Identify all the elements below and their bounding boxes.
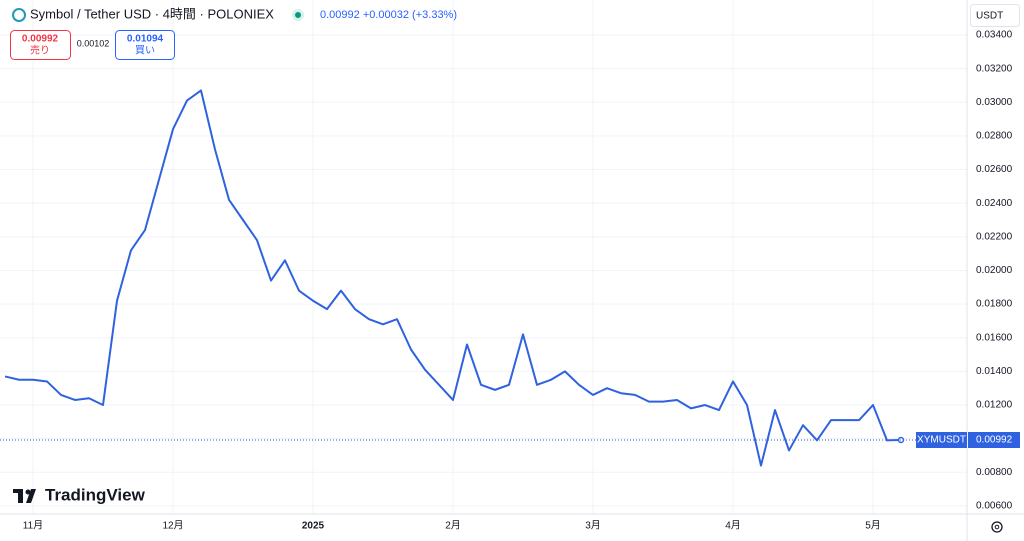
x-tick-label: 3月 [585, 520, 601, 532]
sell-button[interactable] [10, 30, 71, 60]
symbol-title[interactable]: Symbol / Tether USD · 4時間 · POLONIEX [30, 6, 274, 21]
symbol-icon [12, 8, 26, 22]
labels: 0.006000.008000.010000.012000.014000.016… [23, 30, 1020, 532]
logo-shape [25, 489, 31, 495]
x-tick-label: 11月 [23, 520, 43, 532]
x-tick-label: 5月 [865, 520, 881, 532]
y-tick-label: 0.02800 [976, 131, 1013, 142]
series-name-box [916, 431, 967, 448]
y-tick-label: 0.01200 [976, 400, 1013, 411]
y-tick-label: 0.00800 [976, 467, 1013, 478]
last-price-label: 0.00992 [976, 435, 1013, 446]
logo-shape [18, 489, 23, 503]
spread: 0.00102 [77, 38, 110, 48]
y-tick-label: 0.03000 [976, 97, 1013, 108]
y-tick-label: 0.02400 [976, 198, 1013, 209]
currency-button[interactable] [970, 4, 1020, 27]
grid [0, 0, 967, 514]
sell-label: 売り [30, 44, 50, 57]
settings-button[interactable] [991, 521, 1003, 533]
y-tick-label: 0.02600 [976, 164, 1013, 175]
settings-icon [994, 524, 1000, 530]
buy-label: 買い [135, 45, 155, 57]
y-tick-label: 0.01400 [976, 366, 1013, 377]
y-tick-label: 0.01800 [976, 299, 1013, 310]
y-tick-label: 0.00600 [976, 501, 1013, 512]
x-tick-label: 4月 [725, 520, 741, 532]
buy-button[interactable] [115, 30, 175, 60]
currency: USDT [976, 11, 1003, 22]
sell-price: 0.00992 [22, 34, 59, 45]
y-tick-label: 0.02200 [976, 231, 1013, 242]
logo-text: TradingView [45, 485, 146, 504]
y-tick-label: 0.01600 [976, 332, 1013, 343]
logo-icon [13, 489, 36, 503]
buy-price: 0.01094 [127, 34, 164, 45]
status-dot [295, 12, 301, 18]
y-tick-label: 0.03400 [976, 30, 1013, 41]
x-tick-label: 12月 [162, 520, 183, 532]
series-name-label: XYMUSDT [917, 435, 966, 446]
price-line [4, 89, 902, 467]
y-tick-label: 0.02000 [976, 265, 1013, 276]
quote: 0.00992 +0.00032 (+3.33%) [320, 9, 457, 21]
x-tick-label: 2月 [445, 520, 461, 532]
last-price-box [968, 431, 1020, 448]
plot [0, 89, 967, 467]
logo-shape [26, 489, 36, 503]
x-tick-label: 2025 [302, 521, 325, 532]
y-tick-label: 0.03200 [976, 63, 1013, 74]
